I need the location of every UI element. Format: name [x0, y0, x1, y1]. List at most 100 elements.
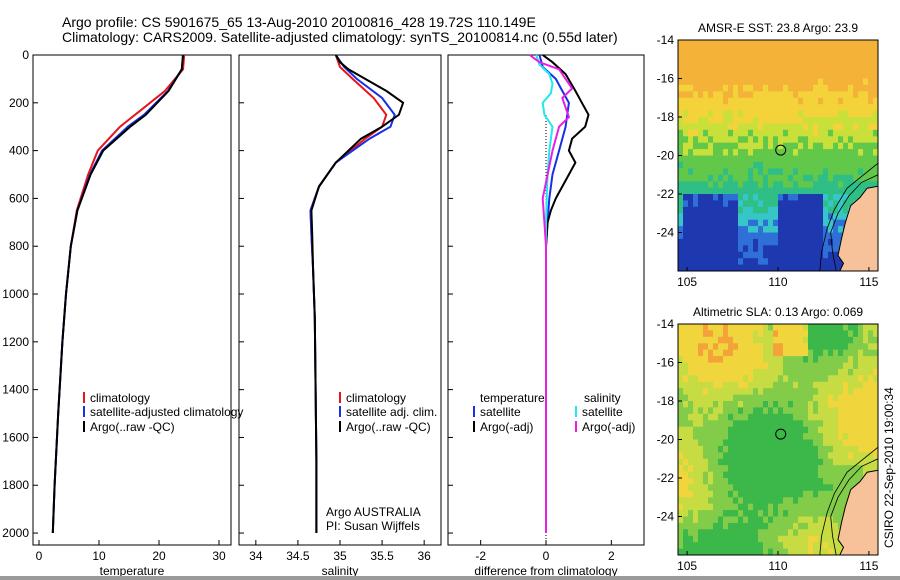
- map-cell: [718, 336, 724, 344]
- map-cell: [848, 471, 854, 479]
- map-cell: [753, 142, 759, 150]
- map-cell: [723, 497, 729, 505]
- map-cell: [758, 535, 764, 543]
- map-cell: [733, 104, 739, 112]
- map-cell: [863, 407, 869, 415]
- map-cell: [838, 368, 844, 376]
- map-cell: [773, 542, 779, 550]
- map-cell: [853, 110, 859, 118]
- map-cell: [818, 548, 824, 555]
- map-cell: [698, 174, 704, 182]
- map-cell: [698, 336, 704, 344]
- map-cell: [808, 213, 814, 221]
- map-cell: [863, 452, 869, 460]
- map-cell: [848, 375, 854, 383]
- map-cell: [813, 503, 819, 511]
- map-cell: [773, 59, 779, 67]
- map-cell: [833, 194, 839, 201]
- map-cell: [858, 161, 864, 169]
- map-cell: [818, 330, 824, 338]
- map-cell: [713, 78, 719, 86]
- map-cell: [853, 149, 859, 157]
- map-cell: [788, 226, 794, 234]
- map-cell: [833, 181, 839, 189]
- map-cell: [803, 343, 809, 351]
- map-cell: [783, 46, 789, 54]
- map-cell: [833, 142, 839, 150]
- map-cell: [678, 245, 684, 253]
- map-cell: [838, 401, 844, 408]
- map-cell: [803, 407, 809, 415]
- map-cell: [683, 123, 689, 131]
- map-cell: [678, 174, 684, 182]
- map-cell: [798, 458, 804, 466]
- map-cell: [688, 200, 694, 208]
- map-cell: [838, 478, 844, 485]
- map-cell: [848, 168, 854, 176]
- map-cell: [718, 161, 724, 169]
- map-cell: [803, 258, 809, 266]
- map-cell: [843, 381, 849, 389]
- map-cell: [853, 330, 859, 338]
- map-cell: [753, 375, 759, 383]
- map-cell: [788, 168, 794, 176]
- map-cell: [698, 91, 704, 99]
- map-cell: [808, 155, 814, 163]
- map-cell: [803, 375, 809, 383]
- map-cell: [798, 181, 804, 189]
- map-cell: [743, 375, 749, 383]
- map-cell: [733, 251, 739, 259]
- map-cell: [873, 84, 878, 92]
- map-cell: [738, 356, 744, 364]
- map-cell: [683, 200, 689, 208]
- map-cell: [678, 104, 684, 112]
- map-cell: [753, 336, 759, 344]
- map-cell: [768, 497, 774, 505]
- map-cell: [828, 136, 834, 144]
- map-cell: [783, 375, 789, 383]
- map-cell: [838, 84, 844, 92]
- map-cell: [703, 245, 709, 253]
- map-cell: [843, 343, 849, 351]
- map-cell: [823, 375, 829, 383]
- map-cell: [678, 510, 684, 518]
- map-cell: [733, 161, 739, 169]
- map-cell: [793, 330, 799, 338]
- map-cell: [803, 433, 809, 441]
- map-cell: [803, 330, 809, 338]
- map-cell: [833, 84, 839, 92]
- map-cell: [738, 548, 744, 555]
- map-cell: [743, 40, 749, 47]
- map-cell: [713, 149, 719, 157]
- map-cell: [843, 407, 849, 415]
- map-cell: [868, 433, 874, 441]
- map-cell: [768, 194, 774, 201]
- map-cell: [798, 65, 804, 73]
- map-cell: [873, 458, 878, 466]
- map-cell: [743, 324, 749, 331]
- map-cell: [683, 40, 689, 47]
- map-cell: [823, 232, 829, 240]
- map-cell: [743, 388, 749, 396]
- map-cell: [803, 97, 809, 105]
- map-cell: [748, 497, 754, 505]
- map-cell: [753, 497, 759, 505]
- map-cell: [843, 194, 849, 201]
- map-cell: [788, 161, 794, 169]
- map-cell: [823, 129, 829, 137]
- map-cell: [733, 471, 739, 479]
- map-cell: [818, 200, 824, 208]
- map-cell: [773, 129, 779, 137]
- map-cell: [683, 245, 689, 253]
- map-cell: [768, 206, 774, 214]
- map-cell: [868, 426, 874, 434]
- map-cell: [753, 161, 759, 169]
- map-cell: [693, 161, 699, 169]
- map-cell: [873, 388, 878, 396]
- map-cell: [793, 452, 799, 460]
- map-cell: [708, 433, 714, 441]
- map-cell: [818, 245, 824, 253]
- map-cell: [703, 40, 709, 47]
- map-cell: [863, 84, 869, 92]
